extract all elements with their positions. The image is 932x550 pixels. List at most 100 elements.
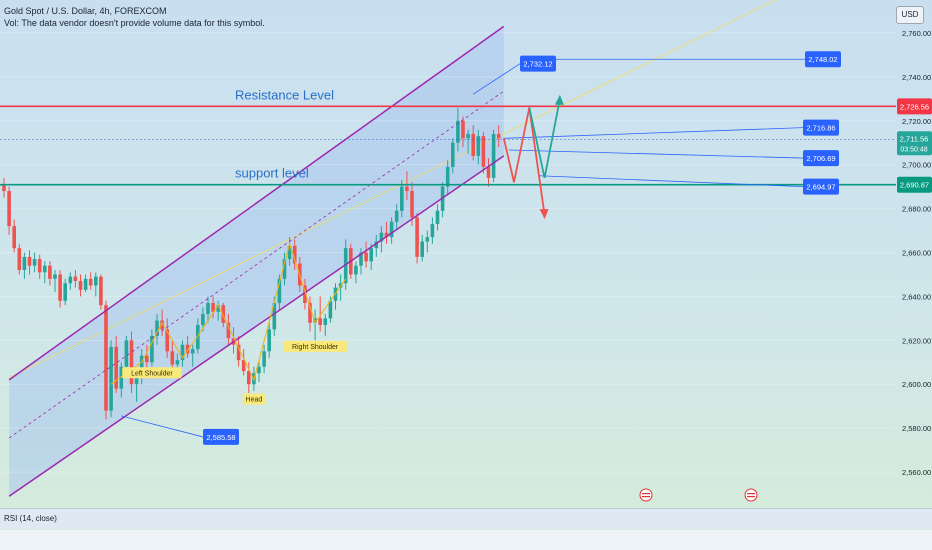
flag-circle-0 bbox=[639, 488, 653, 502]
price-callout-5-text: 2,585.58 bbox=[206, 433, 235, 442]
level-label-1: support level bbox=[235, 166, 309, 181]
candle-10 bbox=[53, 274, 57, 279]
last-price-tag: 2,711.56 03:50:48 bbox=[897, 131, 932, 156]
candle-60 bbox=[308, 303, 312, 323]
flag-stripe-1 bbox=[747, 493, 755, 495]
callout-line-3 bbox=[508, 149, 804, 159]
candle-74 bbox=[379, 232, 384, 242]
price-axis: 2,560.00 2,580.00 2,600.00 2,620.00 2,640.00… bbox=[902, 29, 931, 477]
level-price-tag-0-text: 2,726.56 bbox=[900, 102, 929, 111]
flag-circle-1 bbox=[744, 488, 758, 502]
pattern-label-text-0: Left Shoulder bbox=[131, 370, 173, 377]
candle-94 bbox=[481, 136, 486, 167]
candle-43 bbox=[221, 305, 226, 323]
candle-61 bbox=[313, 318, 317, 323]
candle-21 bbox=[109, 346, 113, 411]
candle-87 bbox=[445, 166, 450, 187]
candle-71 bbox=[364, 252, 368, 262]
candle-20 bbox=[104, 305, 108, 411]
channel-upper-line bbox=[8, 25, 505, 381]
projection-up-path bbox=[528, 98, 561, 179]
candle-1 bbox=[7, 191, 11, 227]
flag-stripe2-0 bbox=[642, 496, 650, 498]
candle-31 bbox=[160, 320, 164, 330]
candle-96 bbox=[491, 133, 496, 178]
y-tick-label-7: 2,700.00 bbox=[902, 161, 931, 170]
flag-stripe2-1 bbox=[747, 496, 755, 498]
price-callout-2-bg bbox=[803, 119, 839, 136]
candle-36 bbox=[185, 344, 190, 354]
pattern-label-text-2: Right Shoulder bbox=[292, 344, 339, 351]
candle-35 bbox=[180, 344, 185, 361]
candle-30 bbox=[155, 320, 159, 336]
candle-9 bbox=[48, 265, 52, 279]
candle-40 bbox=[206, 303, 210, 314]
channel-lower-line bbox=[8, 155, 505, 497]
candle-24 bbox=[124, 340, 129, 367]
level-label-0: Resistance Level bbox=[235, 87, 334, 102]
candle-70 bbox=[359, 252, 363, 266]
last-price-bg bbox=[897, 131, 932, 156]
y-tick-label-4: 2,640.00 bbox=[902, 292, 931, 301]
pattern-label-1: Head bbox=[242, 393, 266, 405]
candle-83 bbox=[425, 237, 430, 242]
candle-97 bbox=[496, 133, 501, 139]
y-tick-label-2: 2,600.00 bbox=[902, 380, 931, 389]
rsi-pane[interactable]: RSI (14, close) bbox=[0, 508, 932, 529]
candle-69 bbox=[354, 265, 358, 275]
y-tick-label-0: 2,560.00 bbox=[902, 468, 931, 477]
price-callout-4: 2,694.97 bbox=[803, 178, 839, 195]
candle-80 bbox=[410, 191, 414, 218]
y-tick-label-9: 2,740.00 bbox=[902, 73, 931, 82]
symbol-title: Gold Spot / U.S. Dollar, 4h, FOREXCOM bbox=[4, 6, 167, 16]
level-price-tag-1-bg bbox=[897, 176, 932, 193]
candle-54 bbox=[277, 278, 282, 303]
candle-41 bbox=[211, 303, 215, 312]
pattern-label-text-1: Head bbox=[246, 397, 263, 404]
candle-72 bbox=[369, 248, 373, 262]
candle-78 bbox=[400, 186, 404, 211]
currency-button[interactable]: USD bbox=[896, 6, 924, 24]
candles bbox=[2, 107, 501, 420]
candle-0 bbox=[2, 184, 6, 192]
candle-73 bbox=[374, 241, 379, 249]
time-axis[interactable] bbox=[0, 530, 932, 550]
candle-92 bbox=[471, 133, 475, 156]
candle-52 bbox=[267, 329, 271, 352]
callout-line-5 bbox=[121, 415, 204, 438]
last-price-value: 2,711.56 bbox=[900, 134, 929, 143]
pattern-label-bg-1 bbox=[242, 393, 266, 405]
candle-51 bbox=[262, 351, 266, 367]
candle-42 bbox=[216, 305, 220, 312]
price-callout-1-bg bbox=[805, 51, 841, 68]
candle-8 bbox=[43, 265, 47, 273]
candle-90 bbox=[461, 120, 465, 139]
candle-64 bbox=[328, 300, 333, 319]
candle-26 bbox=[134, 377, 139, 385]
head-shoulders-outline bbox=[110, 241, 347, 385]
y-tick-label-5: 2,660.00 bbox=[902, 249, 931, 258]
volume-notice: Vol: The data vendor doesn't provide vol… bbox=[4, 18, 265, 28]
callout-line-0 bbox=[472, 63, 521, 95]
candle-59 bbox=[303, 285, 307, 303]
price-callout-2: 2,716.86 bbox=[803, 119, 839, 136]
candle-62 bbox=[318, 318, 322, 325]
pattern-label-bg-2 bbox=[283, 340, 347, 352]
candle-93 bbox=[476, 136, 481, 156]
candle-76 bbox=[389, 221, 394, 238]
candle-46 bbox=[236, 344, 241, 361]
candle-89 bbox=[456, 120, 460, 143]
price-callout-0-text: 2,732.12 bbox=[523, 60, 552, 69]
price-callout-5-bg bbox=[203, 428, 239, 445]
candle-6 bbox=[32, 259, 37, 266]
price-callout-5: 2,585.58 bbox=[203, 428, 239, 445]
pattern-label-0: Left Shoulder bbox=[122, 367, 182, 379]
candle-17 bbox=[88, 278, 93, 286]
projection-down-arrow bbox=[539, 209, 549, 220]
candle-33 bbox=[170, 351, 175, 365]
candle-25 bbox=[129, 340, 134, 385]
level-price-tag-0: 2,726.56 bbox=[897, 98, 932, 115]
candle-81 bbox=[415, 217, 419, 257]
